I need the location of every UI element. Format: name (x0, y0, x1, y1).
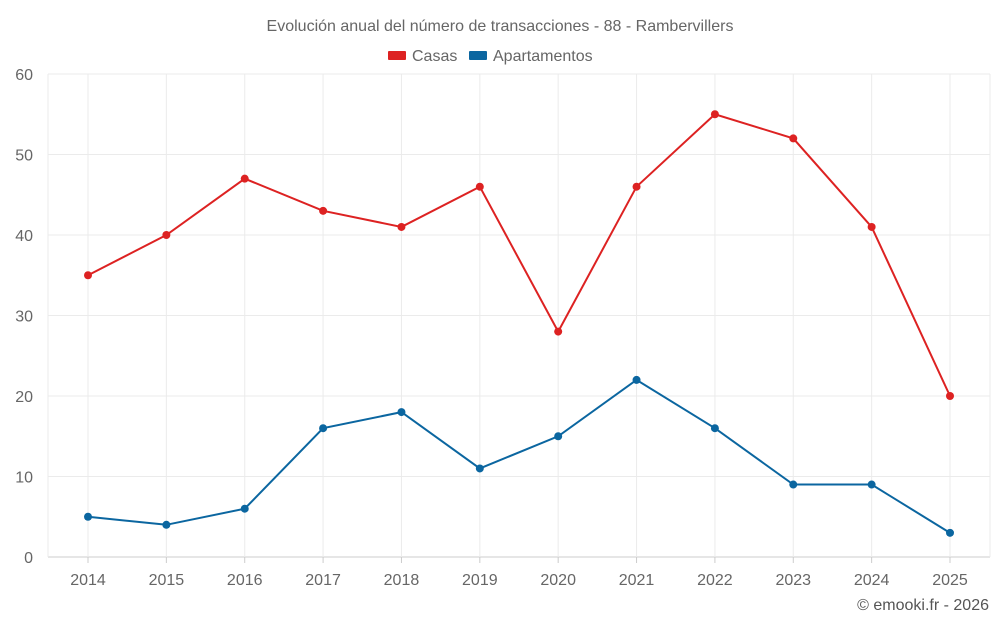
data-point (240, 174, 249, 183)
data-point (632, 375, 641, 384)
data-point (554, 432, 563, 441)
x-tick-label: 2014 (70, 572, 106, 589)
legend-swatch (469, 51, 487, 60)
data-point (946, 392, 954, 400)
data-point (84, 512, 92, 521)
y-tick-label: 50 (15, 148, 33, 165)
data-point (710, 424, 719, 433)
data-point (397, 222, 406, 231)
x-tick-label: 2023 (775, 572, 811, 589)
legend: Casas Apartamentos (388, 48, 593, 65)
legend-swatch (388, 51, 406, 60)
y-tick-label: 40 (15, 228, 33, 245)
series-casas (84, 110, 954, 400)
series-apartamentos (84, 375, 954, 537)
x-tick-label: 2024 (854, 572, 890, 589)
x-tick-label: 2021 (619, 572, 655, 589)
y-tick-label: 10 (15, 470, 33, 487)
data-point (554, 327, 563, 336)
grid (47, 73, 991, 558)
x-tick-label: 2022 (697, 572, 733, 589)
data-point (240, 504, 249, 513)
x-tick-label: 2017 (305, 572, 341, 589)
data-point (946, 528, 954, 537)
data-point (710, 110, 719, 119)
data-point (475, 182, 484, 191)
x-tick-label: 2025 (932, 572, 968, 589)
data-point (475, 464, 484, 473)
series-line (87, 113, 951, 397)
y-tick-label: 60 (15, 67, 33, 84)
x-tick-label: 2015 (149, 572, 185, 589)
data-point (319, 206, 328, 215)
credit-text: © emooki.fr - 2026 (857, 597, 989, 614)
data-point (397, 408, 406, 417)
axes: 0 10 20 30 40 50 60 2014 2015 2016 2017 2018 2019 202… (15, 67, 968, 589)
data-point (319, 424, 328, 433)
series-line (87, 378, 951, 534)
data-point (789, 480, 798, 489)
data-point (84, 271, 92, 280)
y-tick-label: 20 (15, 389, 33, 406)
data-point (632, 182, 641, 191)
data-point (162, 231, 171, 239)
data-point (162, 520, 171, 529)
data-point (867, 480, 876, 489)
y-tick-label: 0 (24, 550, 33, 567)
chart-title: Evolución anual del número de transaccio… (267, 18, 734, 35)
legend-label: Casas (412, 48, 457, 65)
legend-label: Apartamentos (493, 48, 593, 65)
x-tick-label: 2016 (227, 572, 263, 589)
y-tick-label: 30 (15, 309, 33, 326)
x-tick-label: 2020 (540, 572, 576, 589)
series-group (84, 110, 954, 537)
data-point (867, 222, 876, 231)
data-point (789, 134, 798, 143)
x-tick-label: 2019 (462, 572, 498, 589)
x-tick-label: 2018 (384, 572, 420, 589)
